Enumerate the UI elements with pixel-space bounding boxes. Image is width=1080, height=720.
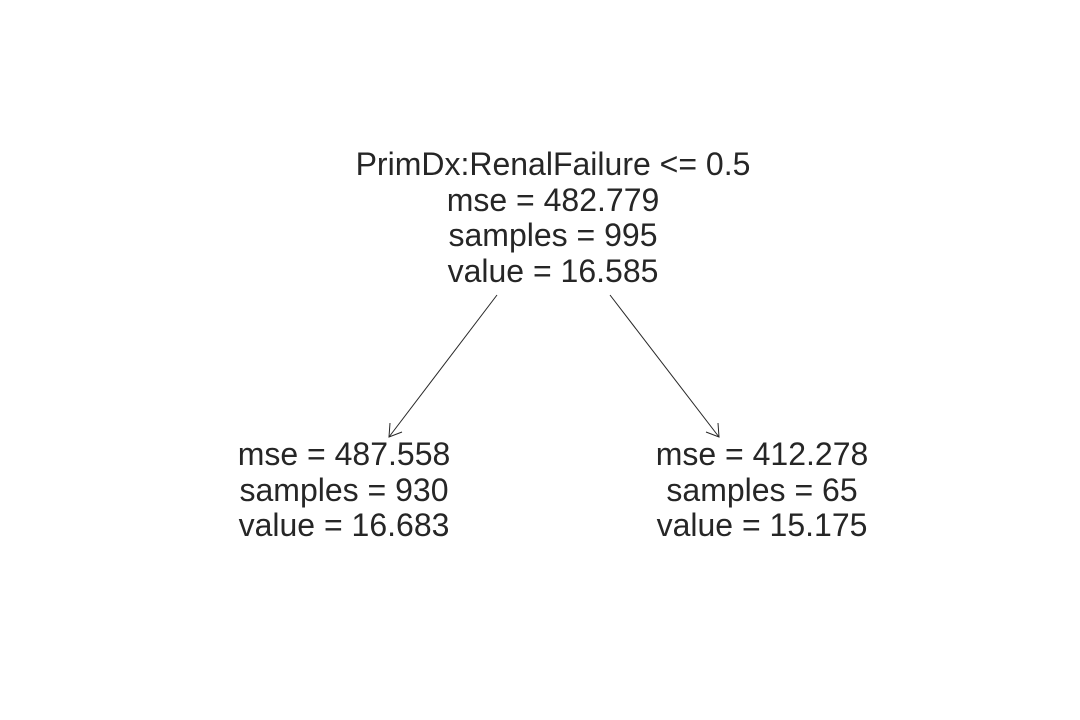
- right-samples: samples = 65: [666, 471, 858, 508]
- right-mse: mse = 412.278: [655, 436, 869, 472]
- edge-root-to-right: [609, 294, 720, 438]
- arrowhead-left: [388, 422, 403, 438]
- tree-node-right-leaf: mse = 412.278 samples = 65 value = 15.17…: [655, 436, 869, 544]
- right-value: value = 15.175: [656, 507, 868, 543]
- tree-node-left-leaf: mse = 487.558 samples = 930 value = 16.6…: [237, 436, 451, 544]
- root-samples: samples = 995: [448, 217, 658, 253]
- arrowhead-right: [705, 422, 720, 438]
- left-samples: samples = 930: [239, 471, 449, 508]
- edge-root-to-left: [388, 294, 498, 438]
- left-mse: mse = 487.558: [237, 436, 451, 472]
- root-mse: mse = 482.779: [446, 181, 660, 218]
- root-value: value = 16.585: [447, 252, 659, 289]
- left-value: value = 16.683: [238, 507, 450, 543]
- root-split-condition: PrimDx:RenalFailure <= 0.5: [355, 146, 751, 182]
- tree-node-root: PrimDx:RenalFailure <= 0.5 mse = 482.779…: [355, 146, 751, 289]
